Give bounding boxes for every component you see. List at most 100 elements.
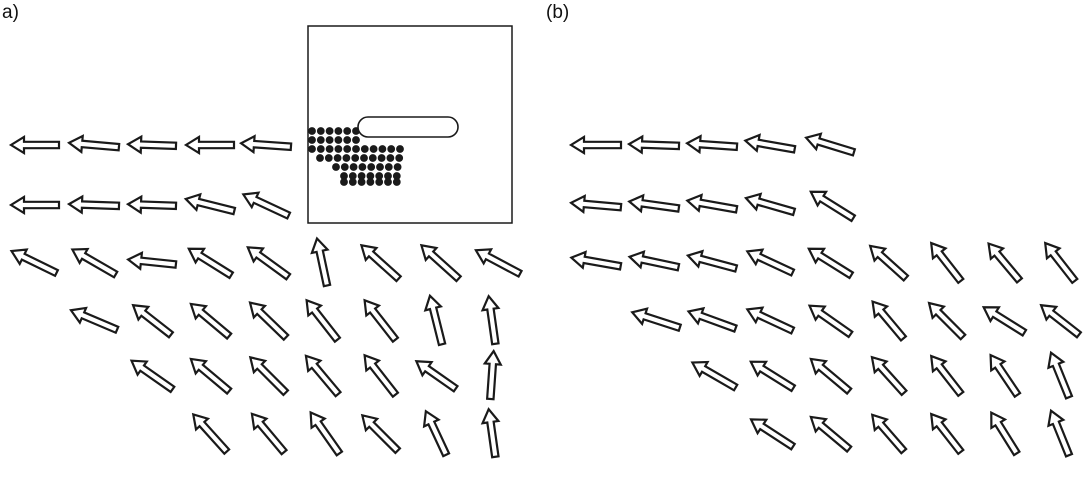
inset-dot-7 — [308, 136, 316, 144]
panel-b-arrow-r4-c5 — [871, 300, 908, 342]
inset-dot-11 — [343, 136, 352, 144]
inset-dot-38 — [367, 163, 376, 171]
panel-b-arrow-r4-c7 — [981, 306, 1028, 337]
inset-dot-49 — [340, 178, 348, 186]
inset-dot-33 — [395, 154, 404, 162]
panel-b-arrow-r6-c3 — [870, 413, 908, 455]
inset-dot-43 — [348, 172, 357, 180]
panel-a-arrow-r4-c5 — [305, 298, 342, 344]
panel-a-arrow-r2-c1 — [8, 195, 61, 215]
panel-a-arrow-r5-c5 — [363, 353, 400, 399]
panel-a-arrow-r6-c6 — [480, 407, 501, 459]
inset-dot-12 — [352, 136, 360, 144]
panel-b-arrow-r1-c1 — [568, 135, 623, 155]
panel-b-arrow-field — [568, 132, 1083, 458]
inset-dot-23 — [396, 145, 404, 153]
panel-a-arrow-r4-c4 — [248, 301, 290, 342]
panel-a-arrow-r5-c4 — [304, 354, 343, 398]
inset-dot-48 — [392, 172, 401, 180]
inset-dot-26 — [333, 154, 342, 162]
panel-a-arrow-r2-c5 — [241, 191, 292, 220]
inset-dot-55 — [392, 178, 401, 186]
inset-dot-50 — [348, 178, 357, 186]
inset-dot-28 — [351, 154, 360, 162]
panel-b-label: (b) — [546, 2, 570, 23]
panel-b-arrow-r5-c2 — [749, 360, 797, 393]
panel-a-arrow-r2-c2 — [66, 194, 121, 215]
inset-dot-44 — [357, 172, 366, 180]
panel-b-arrow-r5-c5 — [929, 354, 965, 398]
panel-a-arrow-r4-c2 — [131, 303, 175, 339]
inset-dot-10 — [334, 136, 343, 144]
inset-dot-35 — [340, 163, 349, 171]
panel-b-arrow-r4-c8 — [1039, 303, 1083, 339]
panel-a-arrow-r3-c2 — [70, 247, 119, 279]
panel-b-arrow-r3-c1 — [569, 250, 623, 271]
inset-dot-16 — [334, 145, 343, 153]
panel-a-arrow-r1-c4 — [183, 135, 236, 155]
panel-b-arrow-r3-c8 — [987, 242, 1024, 284]
panel-b-arrow-r3-c9 — [1043, 241, 1079, 285]
inset-dot-3 — [325, 127, 334, 135]
panel-b-arrow-r5-c3 — [809, 357, 853, 396]
inset-dot-45 — [366, 172, 375, 180]
inset-dot-40 — [384, 163, 393, 171]
panel-b-arrow-r4-c3 — [745, 306, 796, 335]
panel-a-arrow-r6-c4 — [360, 413, 402, 455]
panel-b-arrow-r6-c2 — [809, 415, 853, 454]
panel-a-arrow-r3-c5 — [246, 246, 292, 281]
panel-b-arrow-r2-c1 — [569, 194, 623, 214]
panel-b-arrow-r1-c5 — [804, 132, 857, 157]
inset-dot-32 — [386, 154, 395, 162]
panel-b-arrow-r3-c6 — [868, 244, 910, 282]
panel-b-arrow-r4-c1 — [630, 307, 683, 333]
panel-b-arrow-r1-c2 — [626, 134, 681, 155]
inset-dot-51 — [357, 178, 366, 186]
panel-b-arrow-r5-c6 — [989, 353, 1022, 399]
panel-b-arrow-r2-c2 — [627, 193, 681, 214]
inset-dot-47 — [384, 172, 392, 180]
inset-diagram — [307, 25, 513, 224]
inset-dot-54 — [384, 178, 392, 186]
panel-b-arrow-r3-c2 — [627, 249, 681, 272]
panel-a-arrow-r4-c8 — [480, 294, 501, 346]
panel-a-arrow-r4-c3 — [189, 302, 233, 341]
panel-a-arrow-r4-c1 — [69, 306, 120, 335]
inset-dot-5 — [343, 127, 352, 135]
panel-a-label: a) — [2, 2, 19, 23]
inset-dot-21 — [378, 145, 387, 153]
inset-dot-4 — [334, 127, 343, 135]
panel-b-arrow-r6-c4 — [929, 412, 965, 456]
panel-b-arrow-r5-c1 — [690, 360, 739, 392]
inset-dot-31 — [377, 154, 386, 162]
inset-dot-27 — [342, 154, 351, 162]
panel-a-arrow-r1-c5 — [238, 134, 293, 155]
inset-dot-19 — [360, 145, 369, 153]
panel-a-arrow-r5-c7 — [482, 348, 503, 401]
panel-a-arrow-r2-c4 — [183, 192, 237, 216]
panel-a-arrow-r4-c6 — [363, 298, 400, 344]
panel-b-arrow-r2-c4 — [743, 192, 797, 217]
panel-b-arrow-r1-c4 — [743, 133, 797, 154]
panel-a-arrow-r3-c8 — [419, 243, 463, 283]
inset-dot-30 — [368, 154, 377, 162]
inset-dot-9 — [325, 136, 334, 144]
panel-b-arrow-r1-c3 — [684, 134, 739, 155]
panel-a-arrow-r1-c3 — [125, 134, 178, 155]
panel-a-arrow-r2-c3 — [125, 194, 178, 215]
inset-dot-37 — [358, 163, 367, 171]
panel-a-arrow-r3-c4 — [187, 247, 235, 280]
panel-a-arrow-r5-c2 — [189, 357, 233, 396]
panel-b-arrow-r4-c2 — [686, 306, 738, 333]
panel-a-arrow-r6-c3 — [309, 410, 344, 457]
inset-dot-20 — [369, 145, 378, 153]
inset-dot-41 — [393, 163, 402, 171]
inset-dot-46 — [375, 172, 384, 180]
panel-a-arrow-r5-c1 — [129, 359, 176, 394]
inset-dot-14 — [316, 145, 325, 153]
inset-dot-2 — [316, 127, 325, 135]
panel-a-arrow-r3-c3 — [126, 251, 178, 271]
inset-dot-1 — [308, 127, 316, 135]
panel-a-arrow-r5-c6 — [414, 360, 460, 393]
